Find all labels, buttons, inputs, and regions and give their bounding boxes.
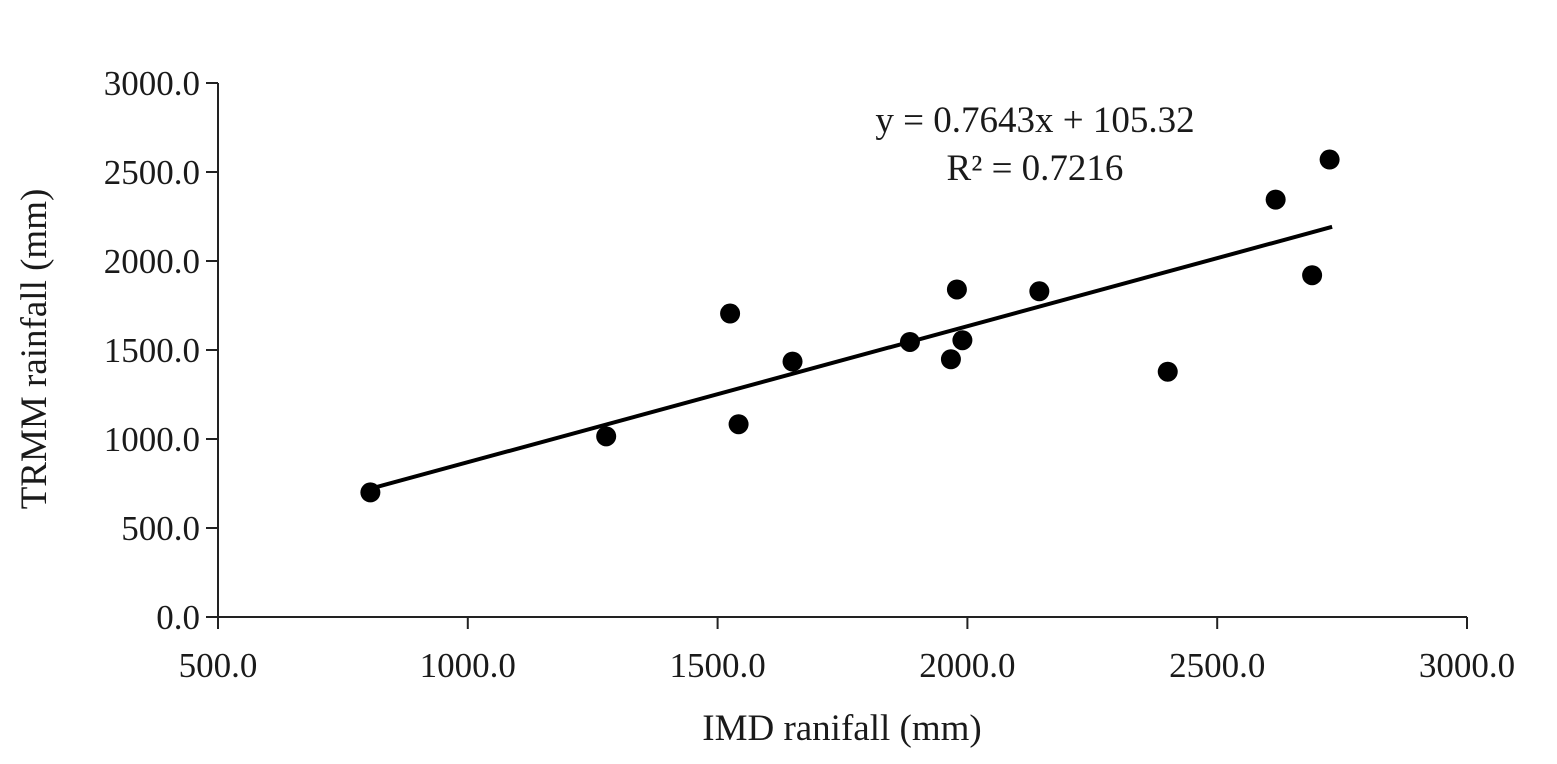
x-tick-label: 1000.0 bbox=[420, 646, 516, 685]
data-point bbox=[1319, 149, 1340, 170]
x-axis-ticks: 500.0 1000.0 1500.0 2000.0 2500.0 3000.0 bbox=[179, 617, 1515, 685]
y-tick-label: 2000.0 bbox=[104, 242, 200, 281]
y-tick-label: 1000.0 bbox=[104, 420, 200, 459]
data-point bbox=[940, 349, 961, 370]
data-point bbox=[1157, 361, 1178, 382]
data-point bbox=[1265, 189, 1286, 210]
x-tick-label: 500.0 bbox=[179, 646, 258, 685]
data-point bbox=[1029, 281, 1050, 302]
data-point bbox=[596, 426, 617, 447]
y-axis-title: TRMM rainfall (mm) bbox=[14, 189, 55, 510]
data-point bbox=[728, 414, 749, 435]
x-tick-label: 1500.0 bbox=[669, 646, 765, 685]
data-point bbox=[360, 482, 381, 503]
trendline bbox=[369, 224, 1333, 491]
data-point bbox=[1302, 265, 1323, 286]
x-axis-title: IMD ranifall (mm) bbox=[702, 708, 981, 749]
data-point bbox=[720, 303, 741, 324]
trendline-equation: y = 0.7643x + 105.32 bbox=[875, 100, 1194, 141]
data-point bbox=[899, 331, 920, 352]
y-axis-ticks: 0.0 500.0 1000.0 1500.0 2000.0 2500.0 3000.0 bbox=[104, 64, 218, 637]
x-tick-label: 2500.0 bbox=[1169, 646, 1265, 685]
data-point bbox=[782, 351, 803, 372]
data-point bbox=[946, 279, 967, 300]
r-squared-label: R² = 0.7216 bbox=[947, 148, 1124, 189]
data-point bbox=[952, 330, 973, 351]
y-tick-label: 3000.0 bbox=[104, 64, 200, 103]
data-points bbox=[360, 149, 1340, 503]
y-tick-label: 0.0 bbox=[156, 598, 200, 637]
y-tick-label: 2500.0 bbox=[104, 153, 200, 192]
x-tick-label: 2000.0 bbox=[919, 646, 1015, 685]
x-tick-label: 3000.0 bbox=[1419, 646, 1515, 685]
y-tick-label: 500.0 bbox=[121, 509, 200, 548]
y-tick-label: 1500.0 bbox=[104, 331, 200, 370]
